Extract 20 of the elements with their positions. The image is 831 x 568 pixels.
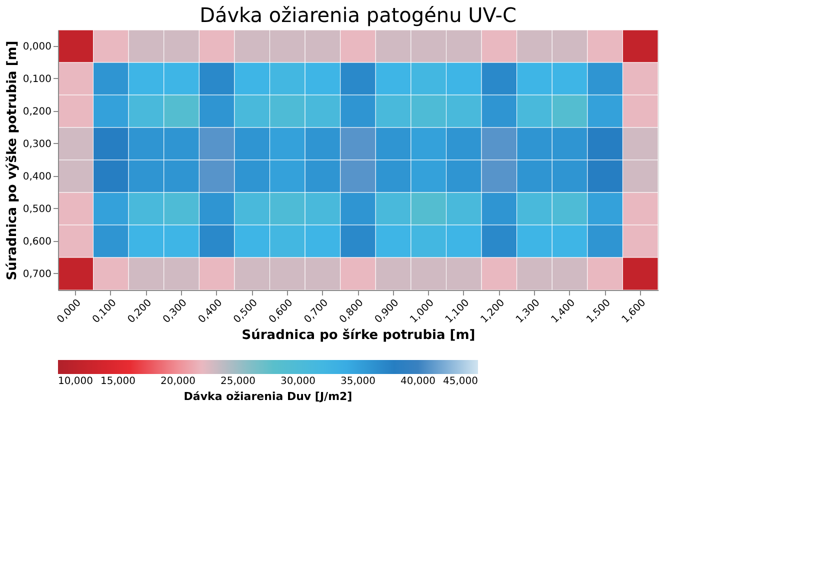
color-bar-label: 25,000 <box>220 376 256 387</box>
color-bar-label: 40,000 <box>400 376 436 387</box>
color-bar-label: 30,000 <box>280 376 316 387</box>
y-tick-label: 0,200 <box>22 106 52 118</box>
y-tick-label: 0,500 <box>22 204 52 215</box>
color-bar-label: 20,000 <box>160 376 196 387</box>
color-bar-label: 35,000 <box>340 376 376 387</box>
color-bar-title: Dávka ožiarenia Duv [J/m2] <box>184 390 352 403</box>
y-tick-label: 0,300 <box>22 138 52 150</box>
color-bar-label: 10,000 <box>58 376 93 387</box>
x-axis-title: Súradnica po šírke potrubia [m] <box>242 328 476 343</box>
y-tick-label: 0,000 <box>22 41 52 52</box>
y-axis-title: Súradnica po výške potrubia [m] <box>4 40 20 280</box>
y-tick-label: 0,700 <box>22 268 52 280</box>
y-tick-label: 0,400 <box>22 171 52 182</box>
color-bar-label: 15,000 <box>100 376 136 387</box>
y-tick-label: 0,100 <box>22 74 52 85</box>
chart-title: Dávka ožiarenia patogénu UV-C <box>200 2 516 27</box>
y-tick-label: 0,600 <box>22 236 52 248</box>
color-bar-label: 45,000 <box>443 376 478 387</box>
